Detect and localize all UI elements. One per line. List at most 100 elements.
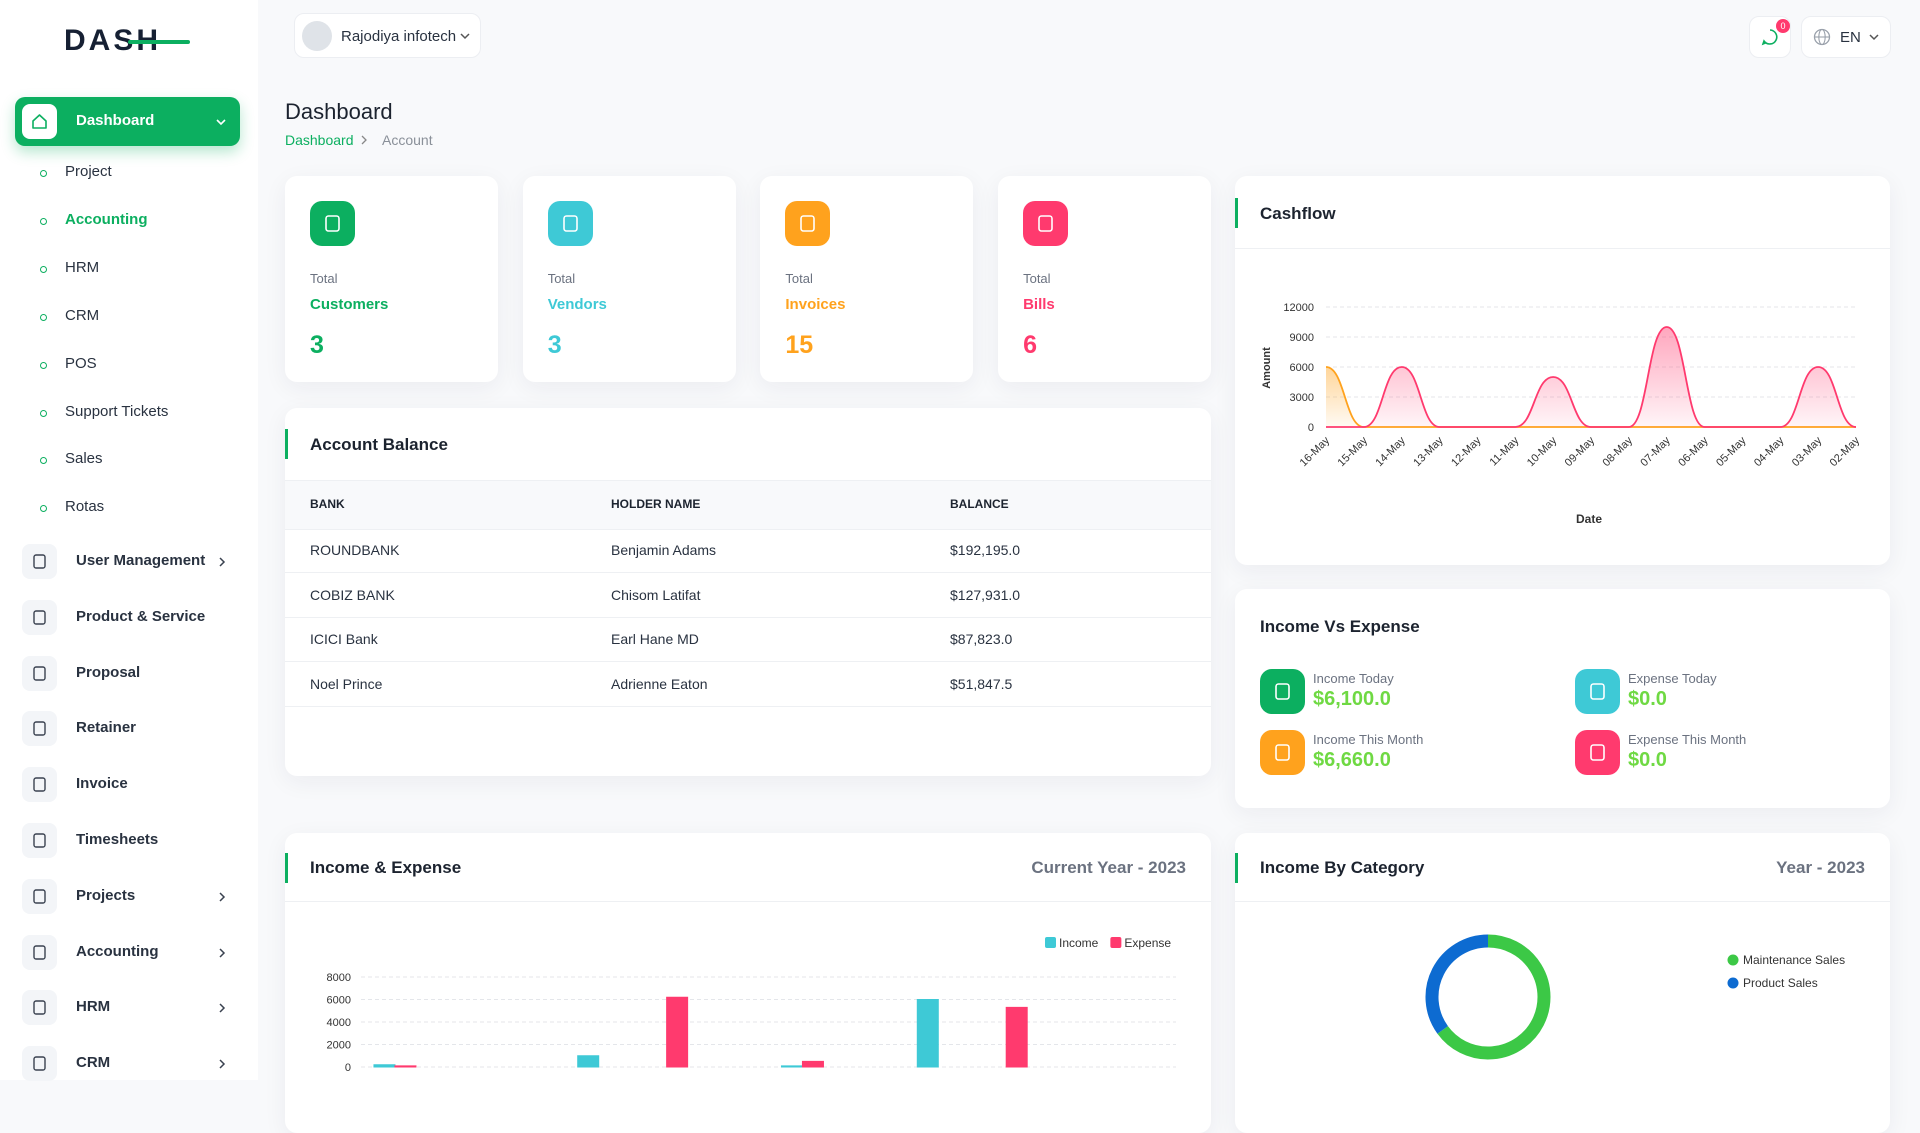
item-value: $6,660.0 bbox=[1313, 749, 1391, 771]
chevron bbox=[1869, 34, 1879, 41]
chevron bbox=[216, 946, 228, 958]
icon bbox=[33, 777, 46, 792]
stat-label: Total bbox=[547, 271, 576, 286]
table-cell: Noel Prince bbox=[310, 675, 383, 692]
language-menu[interactable]: EN bbox=[1801, 16, 1891, 58]
stat-label: Total bbox=[310, 271, 338, 286]
submenu-item[interactable]: Accounting bbox=[65, 210, 148, 228]
home-icon bbox=[32, 114, 47, 129]
menu-item[interactable]: HRM bbox=[76, 998, 111, 1016]
card-subtitle: Current Year - 2023 bbox=[1031, 858, 1186, 877]
globe-icon bbox=[1813, 28, 1831, 46]
stat-card: Total Bills 6 bbox=[998, 176, 1212, 382]
menu-icon bbox=[22, 878, 57, 914]
table-header-cell: BALANCE bbox=[950, 497, 1009, 511]
menu-item[interactable]: CRM bbox=[76, 1054, 111, 1072]
title-accent bbox=[285, 853, 288, 883]
chevron bbox=[216, 1001, 228, 1013]
income-category-card: Income By Category Year - 2023 bbox=[1235, 833, 1890, 1133]
menu-item[interactable]: Invoice bbox=[76, 775, 128, 793]
submenu-item[interactable]: Rotas bbox=[65, 498, 105, 516]
menu-item[interactable]: Retainer bbox=[76, 719, 137, 737]
menu-icon bbox=[22, 104, 57, 139]
table-cell: Earl Hane MD bbox=[611, 631, 699, 648]
chevron-icon bbox=[219, 557, 226, 567]
item-label: Income This Month bbox=[1313, 732, 1424, 747]
breadcrumb-current: Account bbox=[382, 132, 433, 148]
menu-active[interactable]: Dashboard bbox=[15, 97, 240, 146]
menu-item[interactable]: User Management bbox=[76, 552, 206, 569]
menu-item[interactable]: Projects bbox=[76, 886, 136, 904]
cashflow-card: Cashflow bbox=[1235, 176, 1890, 565]
stat-icon bbox=[310, 201, 355, 246]
submenu-dot bbox=[40, 457, 47, 465]
user-menu[interactable]: Rajodiya infotech bbox=[294, 13, 481, 58]
stat-card: Total Customers 3 bbox=[285, 176, 498, 382]
divider bbox=[285, 901, 1211, 902]
table-header-cell: BANK bbox=[310, 497, 345, 511]
menu-icon bbox=[22, 711, 57, 747]
menu-icon bbox=[22, 599, 57, 635]
menu-icon bbox=[22, 1046, 57, 1082]
item-label: Expense This Month bbox=[1628, 732, 1747, 747]
icon bbox=[1590, 744, 1605, 761]
table-cell: $87,823.0 bbox=[950, 631, 1013, 648]
submenu-item[interactable]: Sales bbox=[65, 450, 103, 468]
table-cell: $127,931.0 bbox=[950, 586, 1021, 603]
chevron bbox=[216, 119, 226, 126]
card-title: Income & Expense bbox=[310, 858, 462, 877]
icon bbox=[1275, 683, 1290, 700]
row-divider bbox=[285, 661, 1211, 663]
table-header-cell: HOLDER NAME bbox=[611, 497, 701, 511]
submenu-item[interactable]: Support Tickets bbox=[65, 402, 169, 420]
menu-item[interactable]: Product & Service bbox=[76, 607, 206, 625]
menu-item[interactable]: Timesheets bbox=[76, 831, 159, 848]
submenu-item[interactable]: HRM bbox=[65, 258, 100, 276]
submenu-item[interactable]: POS bbox=[65, 354, 97, 372]
menu-icon bbox=[22, 934, 57, 970]
icon bbox=[33, 610, 46, 625]
stat-name: Vendors bbox=[547, 296, 607, 313]
item-value: $0.0 bbox=[1628, 749, 1667, 771]
page: DASH Dashboard Project Accounting HRM CRM PO… bbox=[0, 0, 1891, 1082]
submenu-dot bbox=[40, 361, 47, 369]
submenu-dot bbox=[40, 505, 47, 513]
submenu-item[interactable]: CRM bbox=[65, 306, 100, 324]
icon bbox=[33, 1000, 46, 1016]
stat-icon bbox=[547, 201, 593, 246]
icon bbox=[33, 889, 46, 904]
chevron bbox=[460, 33, 470, 40]
logo-accent bbox=[128, 40, 190, 44]
icon bbox=[33, 1056, 46, 1071]
chevron-icon bbox=[219, 1059, 226, 1069]
sidebar: DASH Dashboard Project Accounting HRM CRM PO… bbox=[0, 0, 258, 1082]
item-label: Income Today bbox=[1313, 671, 1394, 686]
item-value: $6,100.0 bbox=[1313, 688, 1391, 710]
table-cell: Adrienne Eaton bbox=[611, 675, 708, 692]
menu-label: Dashboard bbox=[76, 112, 155, 129]
chat-icon bbox=[1761, 29, 1778, 46]
menu-item[interactable]: Accounting bbox=[76, 942, 159, 960]
table-cell: Benjamin Adams bbox=[611, 542, 717, 558]
menu-icon bbox=[22, 655, 57, 691]
card-title: Income Vs Expense bbox=[1260, 617, 1420, 636]
breadcrumb-link[interactable]: Dashboard bbox=[285, 132, 354, 148]
menu-item[interactable]: Proposal bbox=[76, 663, 141, 681]
item-icon bbox=[1260, 669, 1305, 714]
chevron-icon bbox=[219, 948, 226, 958]
stat-icon bbox=[1023, 201, 1069, 246]
icon bbox=[800, 215, 816, 232]
income-vs-expense-card: Income Vs Expense Income Today $6,100.0 Ex… bbox=[1235, 589, 1890, 808]
stat-value: 15 bbox=[785, 331, 814, 359]
row-divider bbox=[285, 572, 1211, 573]
stat-value: 3 bbox=[310, 331, 324, 359]
income-expense-card: Income & Expense Current Year - 2023 bbox=[285, 833, 1211, 1133]
menu-icon bbox=[22, 544, 57, 579]
stat-name: Customers bbox=[310, 296, 389, 313]
icon bbox=[33, 721, 46, 737]
icon bbox=[33, 554, 46, 569]
item-icon bbox=[1575, 730, 1620, 775]
messages-button[interactable]: 0 bbox=[1749, 16, 1791, 58]
submenu-item[interactable]: Project bbox=[65, 163, 112, 180]
submenu-dot bbox=[40, 313, 47, 321]
